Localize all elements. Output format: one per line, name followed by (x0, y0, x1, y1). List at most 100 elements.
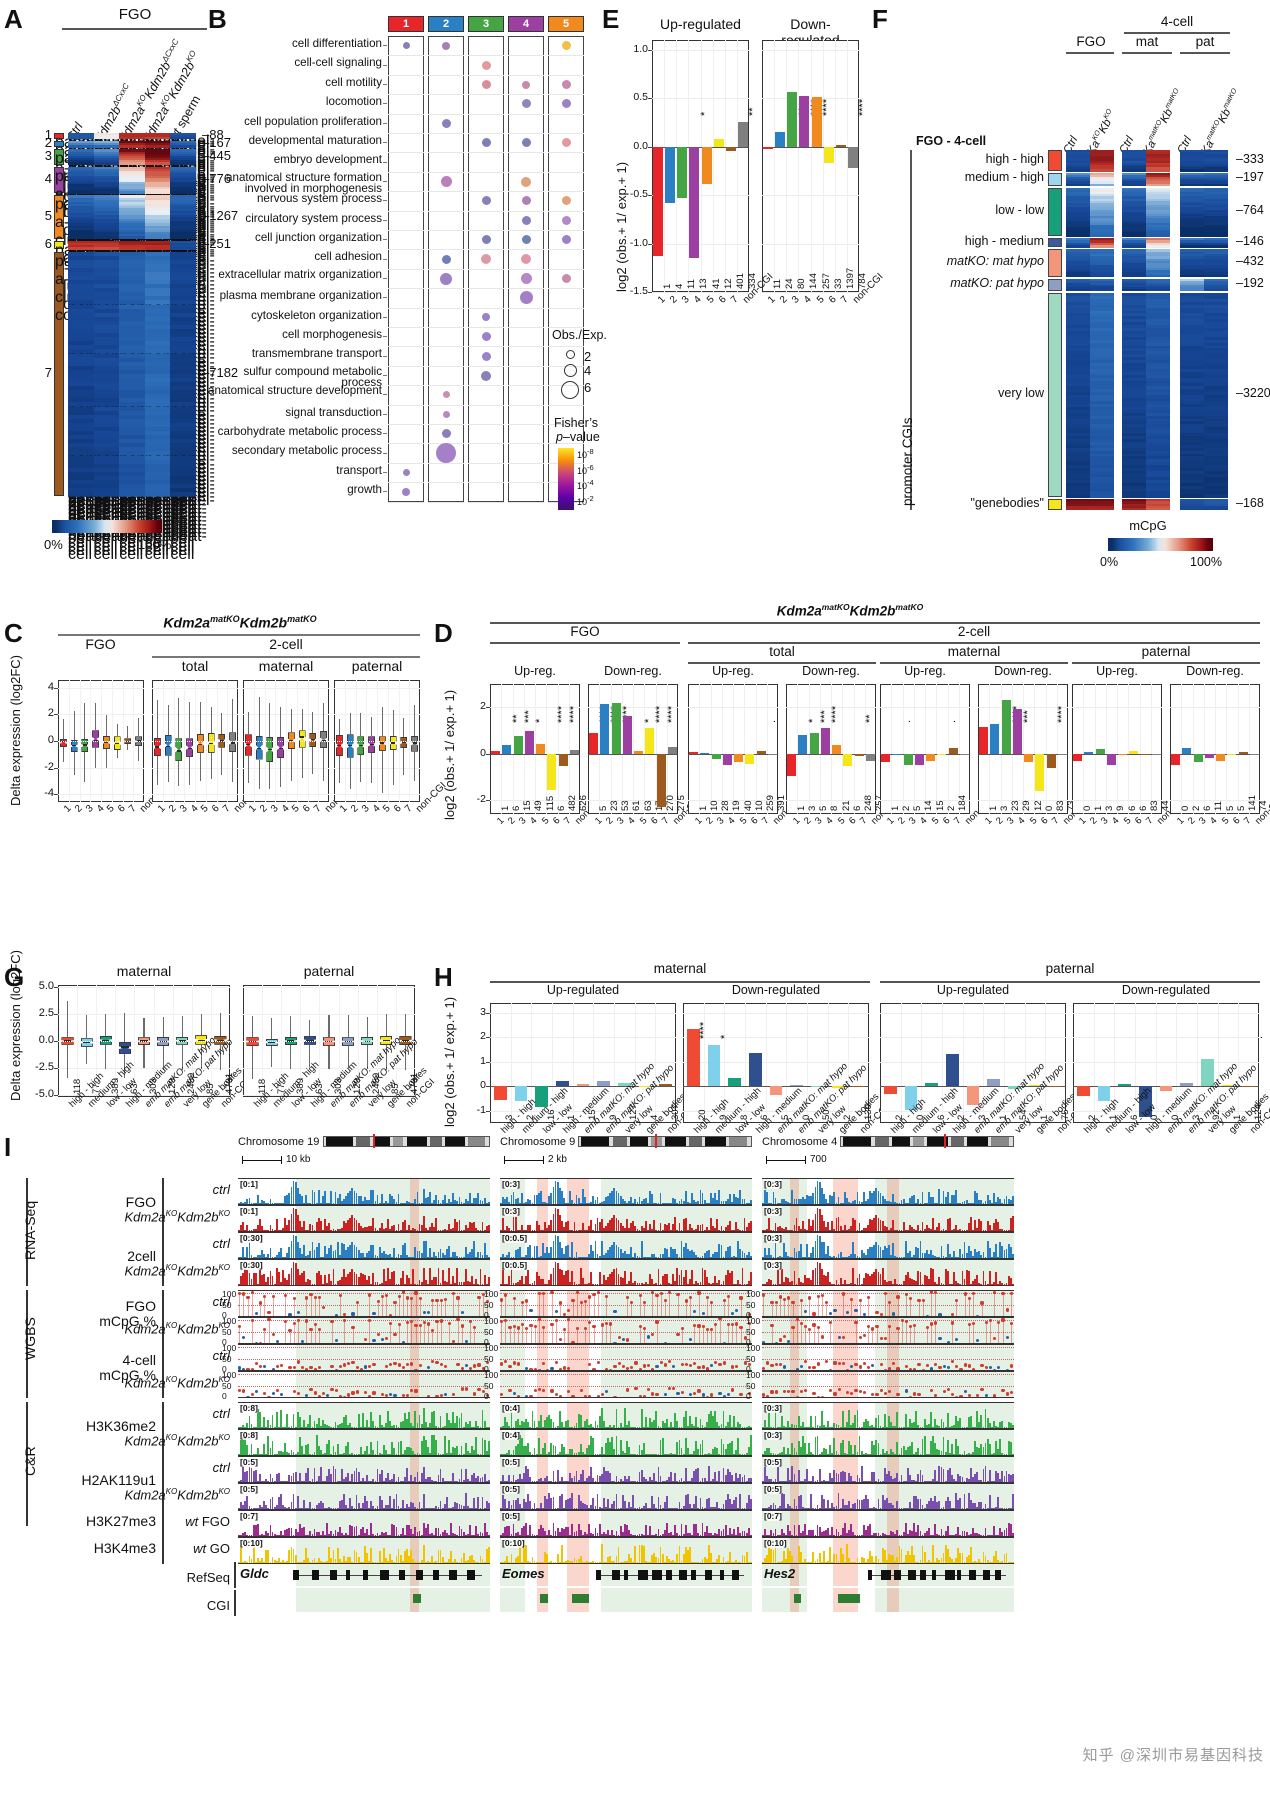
panel-f-heat-cell (1090, 216, 1115, 219)
box-whisker-upper (392, 709, 394, 736)
box-whisker-lower (199, 752, 201, 781)
box-ytick-mark (54, 1067, 58, 1069)
box-whisker-lower (280, 758, 282, 788)
panel-f-heat-cell (1090, 200, 1115, 204)
bar-count-label: 53 (620, 800, 631, 811)
panel-i-signal-bar (487, 1480, 490, 1482)
bar-gridline (880, 1037, 1066, 1039)
panel-i-meth-dot (613, 1309, 617, 1313)
panel-f-heat-cell (1146, 231, 1171, 235)
bar-vgrid (736, 40, 738, 292)
box-whisker-lower (323, 748, 325, 781)
panel-i-signal-bar (556, 1470, 559, 1482)
panel-b-gridline (428, 268, 464, 270)
box-median (115, 742, 120, 745)
bar-count-label: 1397 (845, 268, 856, 289)
panel-i-meth-dot (512, 1296, 516, 1300)
panel-i-signal-bar (477, 1496, 480, 1509)
panel-f-row-color (1048, 150, 1062, 172)
panel-f-heat-cell (1066, 222, 1091, 226)
bar-count-label: 49 (533, 800, 544, 811)
panel-i-cgi-block (413, 1594, 421, 1603)
panel-i-signal-bar (317, 1189, 320, 1204)
panel-i-ideogram-band (429, 1137, 442, 1146)
panel-e-xlabel: 5 (705, 294, 717, 306)
box-whisker-upper (200, 1014, 202, 1036)
panel-f-heat-cell (1090, 258, 1115, 262)
bar (524, 731, 534, 754)
box-whisker-lower (371, 752, 373, 784)
panel-f-heat-cell (1180, 240, 1205, 244)
panel-i-signal-bar (479, 1269, 482, 1285)
panel-f-heat-cell (1204, 187, 1229, 191)
panel-i-meth-dot (376, 1332, 380, 1336)
panel-i-meth-stem (428, 1324, 430, 1343)
panel-f-heat-cell (1146, 242, 1171, 246)
panel-i-cgi-green (295, 1588, 490, 1612)
panel-i-signal-bar (254, 1273, 257, 1285)
box-whisker-lower (66, 1044, 69, 1078)
bar-significance: **** (1056, 706, 1068, 723)
bar (756, 750, 766, 754)
box-whisker-lower (127, 744, 129, 751)
bar-vgrid (1045, 684, 1047, 814)
bar (847, 146, 858, 168)
panel-f-heat-cell (1122, 233, 1147, 237)
panel-i-signal-bar (567, 1244, 570, 1258)
panel-b-dot (561, 80, 571, 89)
panel-f-heat-cell (1146, 265, 1171, 269)
panel-i-track (500, 1232, 752, 1259)
bar-vgrid (1083, 684, 1085, 814)
panel-b-term-label: plasma membrane organization (200, 290, 382, 302)
bar (823, 146, 834, 164)
panel-b-dot (561, 41, 571, 51)
panel-b-gridline (508, 171, 544, 173)
box-median (348, 744, 353, 747)
bar-significance: . (1253, 1036, 1265, 1039)
panel-i-meth-dot (504, 1293, 508, 1297)
panel-i-meth-stem (293, 1298, 295, 1316)
panel-i-ideogram-band (373, 1137, 390, 1146)
panel-i-meth-stem (522, 1302, 524, 1316)
panel-e-title-up: Up-regulated (652, 16, 749, 32)
bar-count-label: 1 (500, 806, 511, 811)
panel-f-heat-cell (1066, 200, 1091, 204)
panel-f-heat-cell (1090, 233, 1115, 237)
panel-b-dot (442, 410, 450, 418)
panel-i-meth-gridline (238, 1358, 490, 1360)
panel-f-heat-cell (1066, 183, 1091, 187)
panel-f-heat-cell (1180, 162, 1205, 166)
panel-i-meth-dot (460, 1310, 464, 1315)
box-whisker-upper (73, 711, 75, 740)
panel-f-heat-cell (1066, 169, 1091, 172)
panel-b-dot (402, 487, 410, 496)
panel-f-heat-cell (1180, 181, 1205, 184)
panel-f-heat-cell (1090, 150, 1115, 153)
panel-i-signal-bar (749, 1199, 752, 1204)
panel-b-gridline (548, 424, 584, 425)
panel-f-heat-cell (1146, 245, 1171, 248)
bar-ytick-mark (486, 1110, 490, 1112)
panel-d-xlabel: 6 (649, 815, 661, 827)
bar (722, 753, 732, 765)
panel-f-heat-cell (1180, 187, 1205, 191)
panel-i-signal-bar (469, 1525, 471, 1536)
panel-f-heat-cell (1066, 263, 1091, 266)
panel-b-tick (383, 394, 387, 396)
panel-b-pvalue-tick: 10-8 (577, 447, 594, 460)
panel-b-dot (441, 254, 451, 264)
panel-i-meth-dot (380, 1392, 384, 1396)
panel-i-sample-label: CGI (40, 1598, 230, 1613)
panel-i-meth-dot (525, 1326, 529, 1330)
panel-i-signal-bar (674, 1216, 677, 1231)
panel-i-meth-dot (351, 1312, 355, 1316)
panel-f-row-label: matKO: pat hypo (914, 276, 1044, 290)
panel-i-track (238, 1537, 490, 1564)
box-whisker-lower (189, 756, 191, 785)
panel-b-dot (442, 391, 450, 399)
panel-i-meth-dot (313, 1322, 317, 1326)
panel-b-gridline (428, 191, 464, 193)
panel-f-heat-cell (1204, 183, 1229, 187)
panel-f-heat-cell (1090, 164, 1115, 168)
panel-d-xlabel: 4 (626, 815, 638, 827)
